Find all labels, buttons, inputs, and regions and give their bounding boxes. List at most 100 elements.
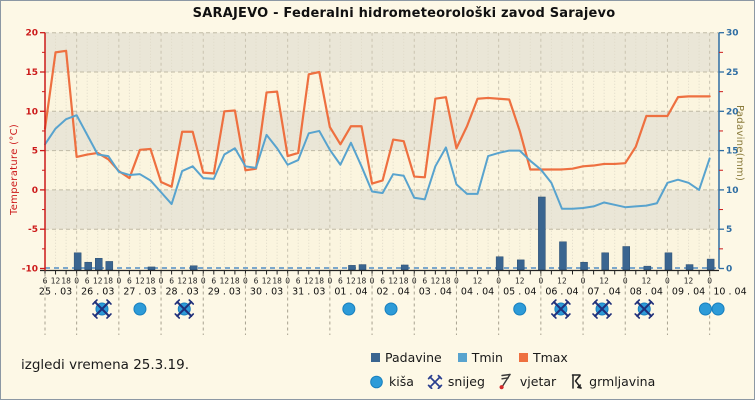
precip-bar [105,261,114,271]
right-tick-label: 10 [726,186,739,196]
thunder-icon [571,373,582,389]
legend-label: Padavine [385,350,442,365]
x-hour-label: 6 [169,277,174,286]
x-hour-label: 12 [473,277,483,286]
temperature-axis-label: Temperature (°C) [9,123,20,215]
x-hour-label: 18 [315,277,325,286]
x-hour-label: 6 [422,277,427,286]
legend-label: kiša [389,373,414,389]
precip-bar [559,241,567,271]
legend-item-tmin: Tmin [457,350,503,365]
x-hour-label: 12 [346,277,356,286]
right-tick-label: 30 [726,29,739,39]
snow-symbol [606,313,612,319]
x-date-label: 06 . 04 [545,287,578,298]
legend-series: Padavine Tmin Tmax [371,350,568,365]
snow-symbol [176,301,193,317]
snowflake-icon [427,374,443,389]
legend-item-rain: kiša [369,374,414,389]
x-date-label: 31 . 03 [292,287,325,298]
x-date-label: 01 . 04 [334,287,367,298]
x-hour-label: 12 [220,277,230,286]
precip-bar [147,266,156,271]
legend-label: Tmin [471,350,503,365]
snow-symbol [648,299,655,305]
snow-symbol [552,301,569,317]
rain-symbol [698,302,712,316]
right-tick-label: 5 [726,225,732,235]
snow-symbol [636,301,653,317]
forecast-caption: izgledi vremena 25.3.19. [21,357,190,373]
snow-symbol [634,313,641,319]
rain-symbol [133,302,147,316]
x-date-label: 07 . 04 [588,287,621,298]
temp-band [45,229,719,269]
legend-label: vjetar [519,373,557,389]
page-title: SARAJEVO - Federalni hidrometeorološki z… [192,6,616,21]
left-tick-label: 15 [25,68,38,78]
x-hour-label: 12 [515,277,525,286]
temp-band [45,189,719,230]
legend-item-thunder: grmljavina [569,373,655,390]
x-hour-label: 6 [211,277,216,286]
snow-symbol [565,313,571,319]
x-hour-label: 12 [93,277,103,286]
precip-bar [622,246,630,271]
x-hour-label: 6 [254,277,259,286]
x-date-label: 30 . 03 [250,287,283,298]
snow-symbol [606,299,612,305]
precip-bar [706,258,715,271]
x-hour-label: 18 [188,277,198,286]
x-hour-label: 12 [135,277,145,286]
wind-barb-icon [499,373,511,390]
x-hour-label: 6 [380,277,385,286]
x-hour-label: 6 [127,277,132,286]
snow-symbol [188,299,195,305]
precip-bar [601,252,609,271]
precip-bar [643,265,652,271]
x-hour-label: 12 [642,277,652,286]
x-date-label: 02 . 04 [377,287,410,298]
temp-band [45,32,719,72]
right-tick-label: 20 [726,107,739,117]
rain-symbol [513,302,527,316]
snow-symbol [592,299,598,305]
x-date-label: 26 . 03 [81,287,114,298]
tmax-swatch-icon [518,353,528,362]
precip-bar [189,265,198,271]
legend-label: snijeg [447,373,485,389]
left-tick-label: -5 [28,225,38,235]
left-tick-label: -10 [22,265,38,275]
left-tick-label: 5 [32,147,38,157]
x-date-label: 10 . 04 [713,287,746,298]
precip-bar [580,261,588,271]
right-tick-label: 25 [726,68,739,78]
temp-band [45,268,719,271]
x-date-label: 28 . 03 [166,287,199,298]
x-date-label: 08 . 04 [630,287,663,298]
x-hour-label: 12 [431,277,441,286]
x-hour-label: 12 [684,277,694,286]
x-date-label: 09 . 04 [672,287,705,298]
legend-label: grmljavina [589,373,656,389]
tmin-line [44,114,711,210]
x-hour-label: 18 [146,277,156,286]
x-hour-label: 12 [51,277,61,286]
precip-bar [400,264,409,271]
rain-symbol [342,302,356,316]
snow-symbol [92,313,98,319]
snow-symbol [594,301,611,317]
snow-symbol [648,313,655,319]
precip-bar [495,256,504,271]
temp-band [45,111,719,151]
x-date-label: 27 . 03 [123,287,156,298]
precip-bar [517,259,525,271]
tmax-line [43,49,711,188]
legend-item-tmax: Tmax [518,350,568,365]
snow-symbol [106,313,112,319]
meteogram-chart: 6121806121806121806121806121806121806121… [22,29,747,335]
snow-symbol [188,313,195,319]
precip-bar [358,264,367,271]
x-hour-label: 18 [399,277,409,286]
